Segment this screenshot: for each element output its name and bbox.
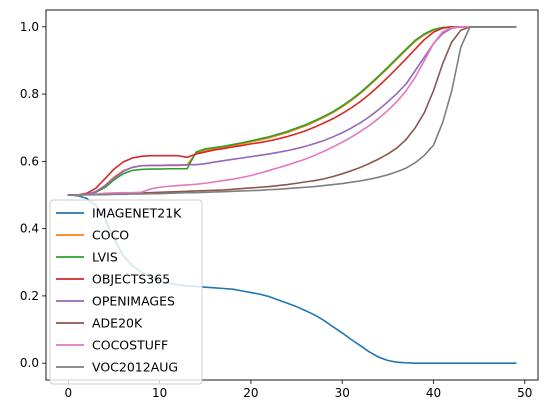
y-tick-label: 0.4: [20, 222, 39, 236]
legend-label-imagenet21k: IMAGENET21K: [92, 206, 182, 221]
x-tick-label: 10: [152, 386, 167, 400]
x-tick-label: 50: [517, 386, 532, 400]
x-tick-label: 40: [426, 386, 441, 400]
legend-label-coco: COCO: [92, 228, 129, 243]
legend-label-lvis: LVIS: [92, 250, 118, 265]
x-tick-label: 20: [243, 386, 258, 400]
series-line-voc2012aug: [67, 26, 517, 196]
y-tick-label: 0.2: [20, 289, 39, 303]
series-line-ade20k: [67, 26, 517, 196]
legend: IMAGENET21K COCO LVIS OBJECTS365 OPENIMAGES A…: [49, 199, 203, 385]
legend-label-cocostuff: COCOSTUFF: [92, 338, 168, 353]
y-tick-label: 1.0: [20, 20, 39, 34]
series-lines: [67, 26, 517, 364]
series-line-openimages: [67, 26, 517, 196]
series-line-objects365: [67, 26, 517, 196]
y-axis: 0.0 0.2 0.4 0.6 0.8 1.0: [20, 20, 46, 370]
x-axis: 0 10 20 30 40 50: [65, 380, 532, 400]
legend-label-voc2012aug: VOC2012AUG: [92, 360, 178, 375]
legend-label-ade20k: ADE20K: [92, 316, 143, 331]
y-tick-label: 0.0: [20, 356, 39, 370]
x-tick-label: 0: [65, 386, 73, 400]
y-tick-label: 0.6: [20, 154, 39, 168]
legend-box: [49, 199, 203, 385]
series-line-cocostuff: [67, 26, 517, 196]
legend-label-objects365: OBJECTS365: [92, 272, 170, 287]
x-tick-label: 30: [335, 386, 350, 400]
y-tick-label: 0.8: [20, 87, 39, 101]
axes-frame: [45, 9, 539, 381]
legend-label-openimages: OPENIMAGES: [92, 294, 175, 309]
series-line-lvis: [67, 26, 517, 196]
